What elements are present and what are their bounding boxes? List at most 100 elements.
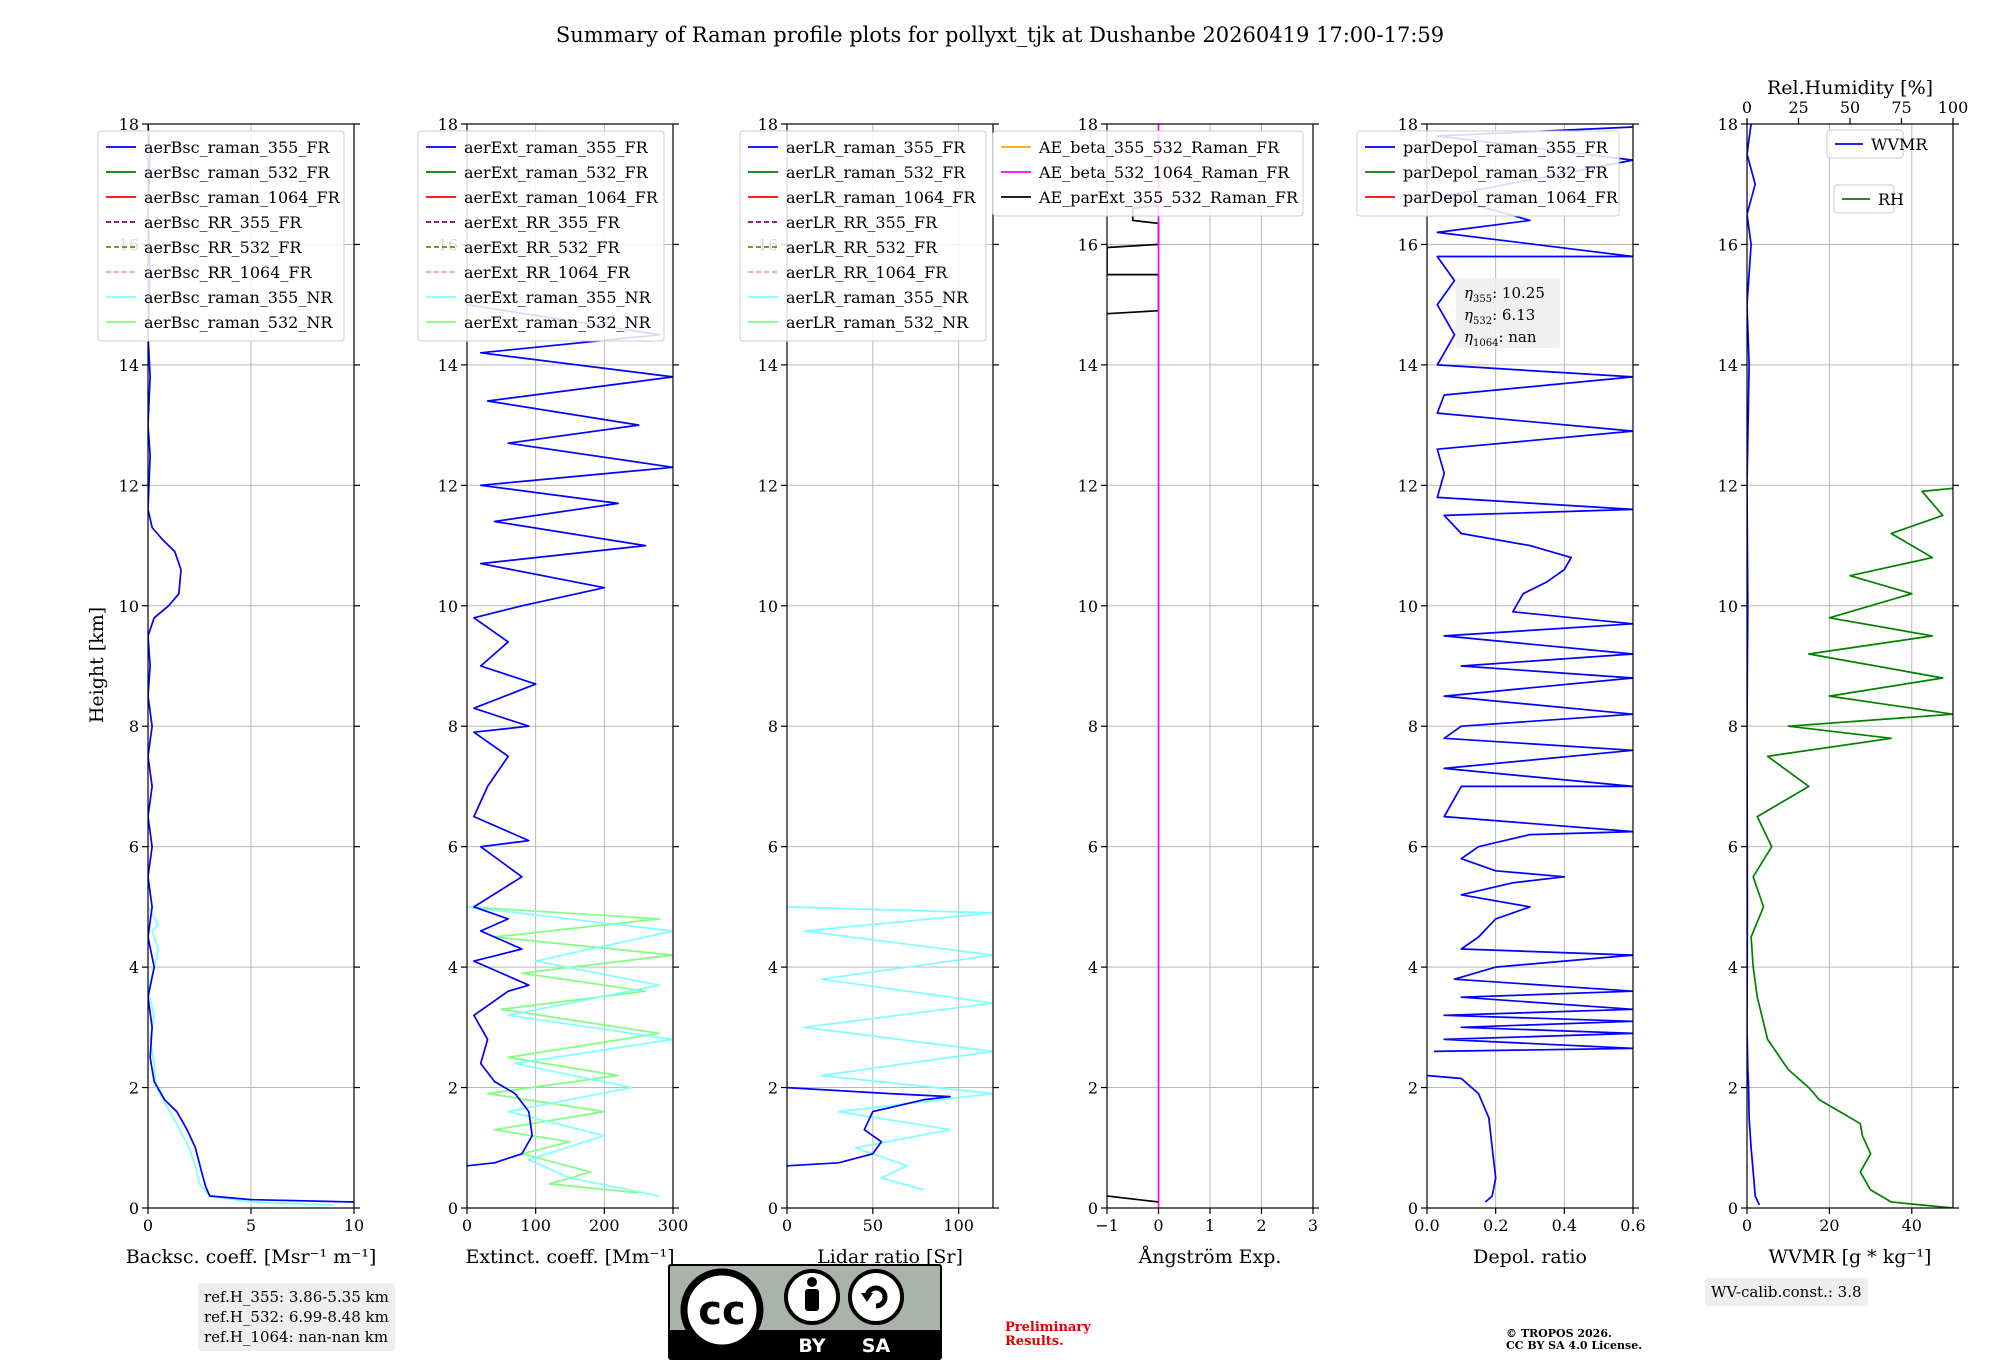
y-tick-label: 14 xyxy=(1078,356,1098,375)
share-alike-arrowhead xyxy=(861,1293,873,1302)
legend-label: aerBsc_raman_532_FR xyxy=(144,163,330,182)
y-tick-label: 2 xyxy=(1728,1079,1738,1098)
y-tick-label: 2 xyxy=(129,1079,139,1098)
preliminary-line-1: Preliminary xyxy=(1005,1320,1091,1335)
y-tick-label: 18 xyxy=(1718,115,1738,134)
eta-subscript: 1064 xyxy=(1473,338,1498,349)
y-tick-label: 14 xyxy=(758,356,778,375)
series-group xyxy=(1107,124,1160,1208)
legend-label: aerExt_raman_532_NR xyxy=(464,313,652,332)
eta-annotation-line: η355: 10.25 xyxy=(1464,284,1545,305)
wv-calibration-box: WV-calib.const.: 3.8 xyxy=(1705,1278,1868,1306)
x-tick-label: 5 xyxy=(246,1216,256,1235)
y-tick-label: 14 xyxy=(1718,356,1738,375)
plot-frame xyxy=(786,123,994,1209)
x-tick-label: 0 xyxy=(782,1216,792,1235)
series-parDepol_raman_355_FR xyxy=(1433,126,1633,1053)
series-group xyxy=(148,124,354,1206)
x-tick-label: 0 xyxy=(1153,1216,1163,1235)
y-tick-label: 16 xyxy=(1398,235,1418,254)
series-parDepol_raman_355_FR xyxy=(1427,1074,1497,1203)
preliminary-line-2: Results. xyxy=(1005,1334,1064,1349)
share-alike-arrow xyxy=(864,1285,888,1309)
y-tick-label: 14 xyxy=(438,356,458,375)
eta-value: : 10.25 xyxy=(1492,284,1545,302)
y-tick-label: 2 xyxy=(448,1079,458,1098)
eta-annotation-line: η532: 6.13 xyxy=(1464,306,1535,327)
x2-axis-label: Rel.Humidity [%] xyxy=(1767,77,1933,99)
y-tick-label: 0 xyxy=(1408,1199,1418,1218)
legend-label: aerBsc_raman_355_FR xyxy=(144,138,330,157)
legend-label: parDepol_raman_355_FR xyxy=(1403,138,1609,157)
preliminary-results-note: Preliminary Results. xyxy=(1005,1321,1091,1349)
legend-label: aerBsc_raman_1064_FR xyxy=(144,188,341,207)
y-tick-label: 10 xyxy=(1398,597,1418,616)
x-axis-label: Ångström Exp. xyxy=(1138,1246,1282,1268)
license-by-text: BY xyxy=(798,1335,825,1357)
plot-frame xyxy=(1746,123,1954,1209)
panel-bsc: 0246810121416180510Backsc. coeff. [Msr⁻¹… xyxy=(97,115,376,1268)
legend-label: aerLR_RR_532_FR xyxy=(786,238,938,257)
legend-label: aerLR_RR_1064_FR xyxy=(786,263,948,282)
x-tick-label: 0 xyxy=(1742,1216,1752,1235)
legend-label: aerLR_raman_532_NR xyxy=(786,313,969,332)
legend-box xyxy=(992,130,1304,217)
legend-label: aerExt_RR_532_FR xyxy=(464,238,621,257)
y-tick-label: 4 xyxy=(1728,958,1738,977)
y-tick-label: 14 xyxy=(119,356,139,375)
x-tick-label: 0.2 xyxy=(1483,1216,1508,1235)
y-tick-label: 8 xyxy=(1408,717,1418,736)
legend: aerLR_raman_355_FR aerLR_raman_532_FR aerL… xyxy=(739,130,987,342)
y-tick-label: 8 xyxy=(768,717,778,736)
x-tick-label: 50 xyxy=(863,1216,883,1235)
panel-depol: 0 2 4 6 8 10 12 14 16 18 0.0 0.2 0.4 0.6 Depol. ratio p… xyxy=(1356,115,1646,1268)
legend-box xyxy=(1826,129,1904,159)
y-tick-label: 10 xyxy=(758,597,778,616)
series-RH xyxy=(1750,487,1953,1208)
x-tick-label: 0.6 xyxy=(1620,1216,1645,1235)
panel-lr: 024681012141618050100Lidar ratio [Sr]aer… xyxy=(739,115,999,1268)
series-aerLR_raman_355_NR xyxy=(787,906,993,1191)
y-tick-label: 0 xyxy=(129,1199,139,1218)
y-tick-label: 0 xyxy=(768,1199,778,1218)
share-alike-icon xyxy=(848,1269,904,1325)
series-aerBsc_raman_355_FR xyxy=(148,124,354,1203)
figure-title: Summary of Raman profile plots for polly… xyxy=(556,23,1444,47)
y-tick-label: 18 xyxy=(1398,115,1418,134)
x-tick-label: 0.4 xyxy=(1552,1216,1577,1235)
wv-calib-const: WV-calib.const.: 3.8 xyxy=(1711,1283,1862,1301)
legend-label: AE_beta_355_532_Raman_FR xyxy=(1038,138,1280,157)
legend-label: RH xyxy=(1878,190,1904,209)
legend-label: aerLR_raman_532_FR xyxy=(786,163,966,182)
panels: 0246810121416180510Backsc. coeff. [Msr⁻¹… xyxy=(97,77,1969,1268)
x2-tick-label: 25 xyxy=(1788,98,1808,117)
eta-annotation-line: η1064: nan xyxy=(1464,328,1537,349)
series-aerExt_raman_532_NR xyxy=(467,906,673,1194)
y-tick-label: 6 xyxy=(1088,838,1098,857)
series-aerBsc_raman_355_NR xyxy=(148,906,334,1206)
eta-symbol: η xyxy=(1464,284,1473,302)
x-axis-label: WVMR [g * kg⁻¹] xyxy=(1769,1246,1932,1268)
y-tick-label: 12 xyxy=(1078,476,1098,495)
y-axis-label: Height [km] xyxy=(86,607,108,723)
legend: aerExt_raman_355_FR aerExt_raman_532_FRae… xyxy=(417,130,665,342)
y-tick-label: 6 xyxy=(448,838,458,857)
y-tick-label: 6 xyxy=(129,838,139,857)
copyright-line-2: CC BY SA 4.0 License. xyxy=(1506,1339,1643,1352)
legend-label: aerExt_RR_1064_FR xyxy=(464,263,631,282)
y-tick-label: 2 xyxy=(1088,1079,1098,1098)
y-tick-label: 4 xyxy=(768,958,778,977)
legend: WVMR RH xyxy=(1826,129,1928,214)
cc-by-sa-license-logo: cc BY SA xyxy=(668,1264,942,1360)
y-tick-label: 18 xyxy=(758,115,778,134)
legend-label: parDepol_raman_1064_FR xyxy=(1403,188,1619,207)
eta-value: : nan xyxy=(1498,328,1536,346)
series-WVMR xyxy=(1747,124,1761,1206)
copyright-note: © TROPOS 2026. CC BY SA 4.0 License. xyxy=(1506,1328,1642,1352)
legend-label: aerBsc_RR_355_FR xyxy=(144,213,302,232)
x-tick-label: 2 xyxy=(1256,1216,1266,1235)
x-tick-label: −1 xyxy=(1095,1216,1119,1235)
legend: parDepol_raman_355_FR parDepol_raman_532_… xyxy=(1356,130,1620,217)
